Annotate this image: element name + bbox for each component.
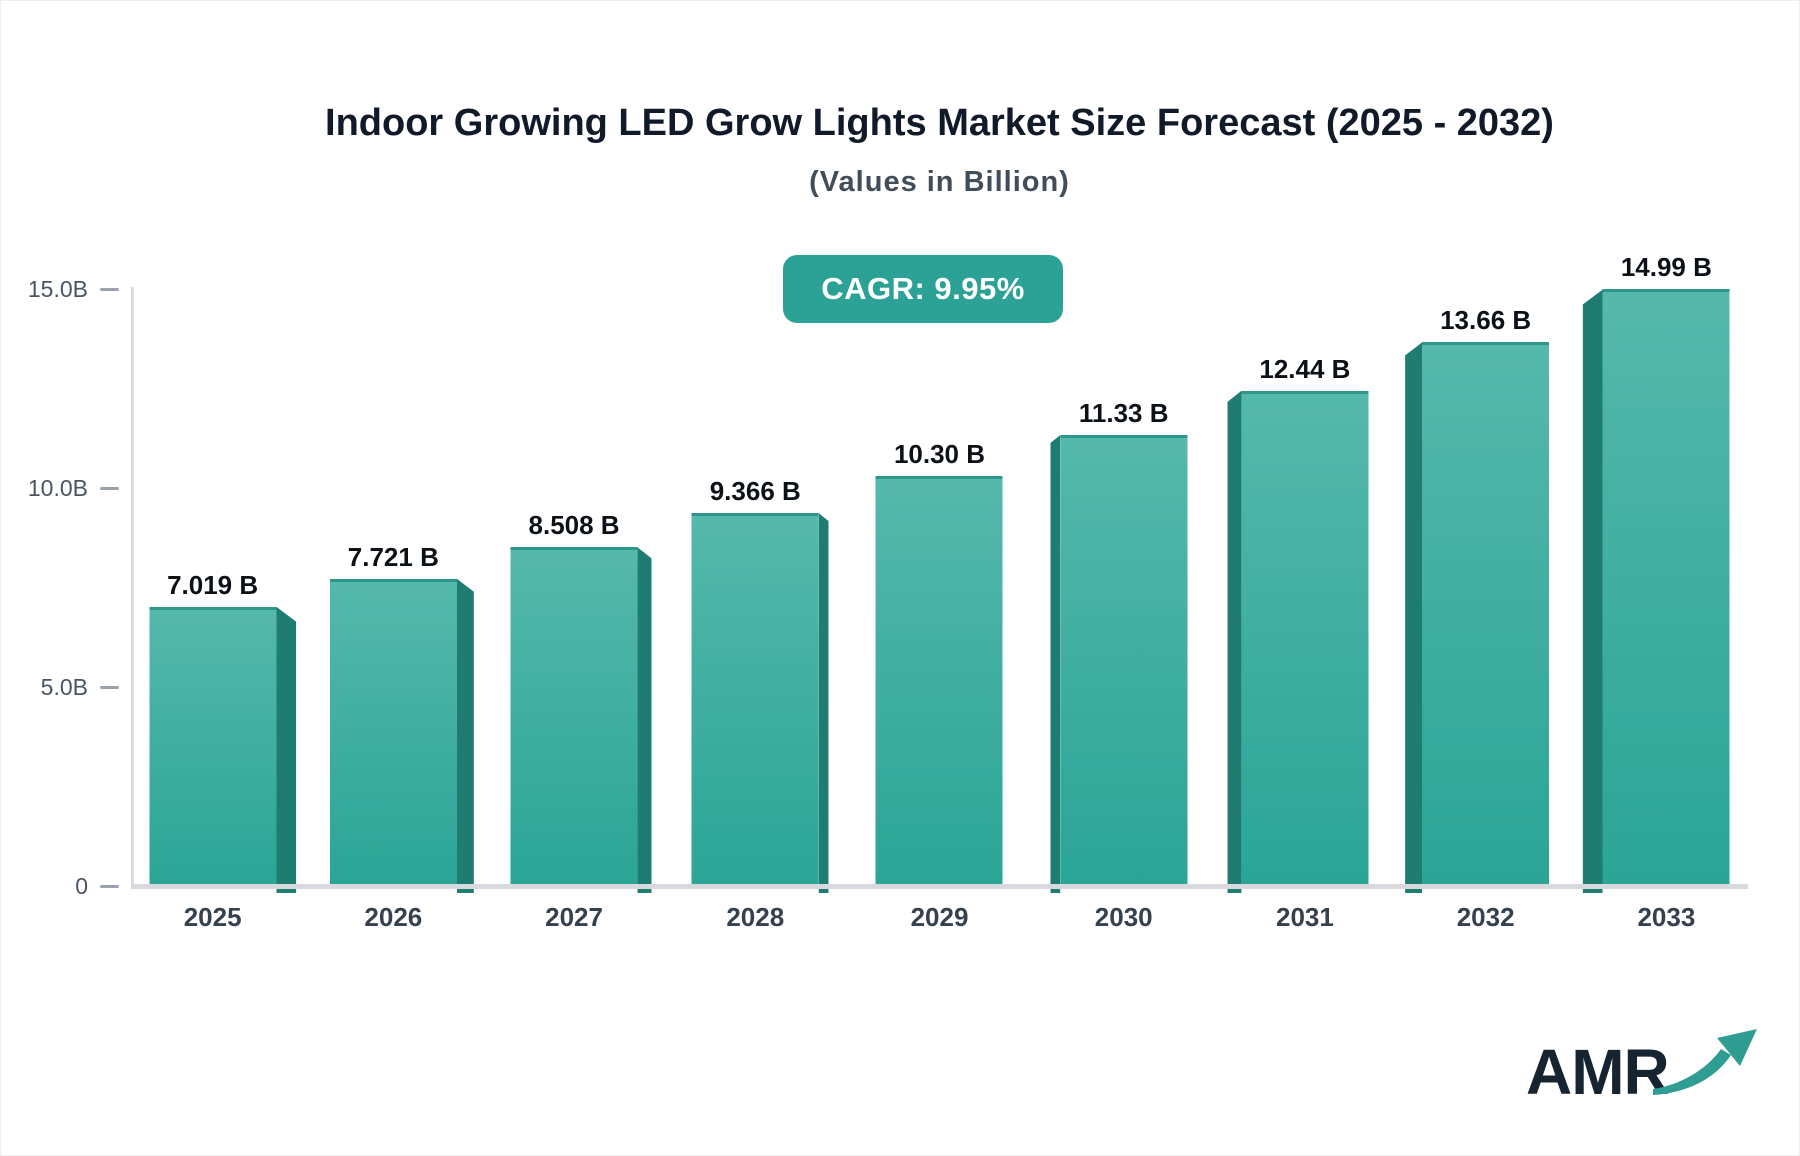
bar-2028: 9.366 B 2028 [691, 476, 829, 932]
x-tick-label: 2027 [545, 902, 603, 932]
bar-2027: 8.508 B 2027 [510, 510, 652, 932]
bar-3d-side [1050, 435, 1061, 893]
y-tick-label: 10.0B [27, 475, 88, 501]
y-tick-label: 15.0B [27, 276, 88, 302]
x-tick-label: 2031 [1276, 902, 1334, 932]
y-tick-label: 0 [75, 873, 88, 899]
bar-face: 7.019 B 2025 [149, 570, 277, 932]
bar-band-2031: 12.44 B 2031 [1208, 289, 1387, 932]
bar-value-label: 8.508 B [528, 510, 620, 541]
bar-value-label: 7.721 B [347, 541, 439, 572]
bar-2026: 7.721 B 2026 [329, 542, 474, 932]
bar-2025: 7.019 B 2025 [149, 570, 297, 932]
y-tick-mark [100, 486, 119, 490]
x-tick-label: 2032 [1456, 902, 1515, 932]
bar-2032: 13.66 B 2032 [1405, 305, 1550, 932]
x-tick-label: 2028 [726, 902, 785, 932]
bar-face: 12.44 B 2031 [1241, 354, 1369, 932]
bar-3d-side [1582, 289, 1603, 893]
x-axis-line [131, 884, 1748, 889]
chart-subtitle: (Values in Billion) [809, 166, 1070, 198]
bar-value-label: 9.366 B [709, 476, 801, 507]
y-tick-mark [100, 884, 119, 888]
bar-face: 10.30 B 2029 [875, 439, 1003, 932]
y-tick-label: 5.0B [40, 674, 88, 700]
bar-face: 8.508 B 2027 [510, 510, 638, 932]
bar-value-label: 11.33 B [1078, 398, 1169, 429]
amr-logo-text: AMR [1526, 1036, 1670, 1108]
cagr-badge: CAGR: 9.95% [783, 255, 1063, 323]
bar-2030: 11.33 B 2030 [1050, 398, 1188, 932]
bar-band-2030: 11.33 B 2030 [1029, 289, 1208, 932]
bar-3d-side [276, 606, 297, 893]
x-tick-label: 2033 [1637, 902, 1696, 932]
y-tick-mark [100, 287, 119, 291]
bar-2031: 12.44 B 2031 [1227, 354, 1369, 932]
bar-face: 7.721 B 2026 [329, 542, 457, 932]
bar-band-2027: 8.508 B 2027 [491, 289, 670, 932]
bar-value-label: 7.019 B [167, 569, 259, 600]
bar-face: 9.366 B 2028 [691, 476, 819, 932]
bar-3d-side [1405, 342, 1423, 893]
bar-band-2025: 7.019 B 2025 [133, 289, 312, 932]
bar-3d-side [637, 547, 652, 893]
growth-arrow-icon [1652, 1029, 1757, 1095]
bar-band-2029: 10.30 B 2029 [850, 289, 1029, 932]
bar-band-2026: 7.721 B 2026 [312, 289, 491, 932]
plot-area: 7.019 B 2025 7.721 B 2026 8.508 B 2027 9.366 B… [133, 252, 1746, 932]
y-tick-mark [100, 685, 119, 689]
bar-value-label: 12.44 B [1259, 353, 1351, 384]
y-axis-line [131, 287, 134, 889]
bar-band-2028: 9.366 B 2028 [671, 289, 850, 932]
bar-3d-side [1227, 390, 1242, 893]
bar-band-2032: 13.66 B 2032 [1388, 289, 1567, 932]
amr-logo: AMR [1526, 1029, 1765, 1114]
x-tick-label: 2030 [1094, 902, 1153, 932]
x-tick-label: 2029 [910, 902, 969, 932]
bar-value-label: 10.30 B [893, 439, 986, 470]
bar-3d-side [818, 513, 829, 893]
bar-3d-side [456, 578, 474, 893]
bar-value-label: 14.99 B [1620, 252, 1712, 283]
bar-2029: 10.30 B 2029 [875, 439, 1003, 932]
x-tick-label: 2026 [364, 902, 423, 932]
bar-value-label: 13.66 B [1440, 305, 1532, 336]
bar-face: 11.33 B 2030 [1060, 398, 1188, 932]
bar-band-2033: 14.99 B 2033 [1567, 252, 1746, 932]
bar-face: 14.99 B 2033 [1602, 252, 1730, 932]
bar-face: 13.66 B 2032 [1422, 305, 1550, 932]
chart-title: Indoor Growing LED Grow Lights Market Si… [325, 102, 1554, 144]
x-tick-label: 2025 [183, 902, 242, 932]
bar-2033: 14.99 B 2033 [1582, 252, 1730, 932]
